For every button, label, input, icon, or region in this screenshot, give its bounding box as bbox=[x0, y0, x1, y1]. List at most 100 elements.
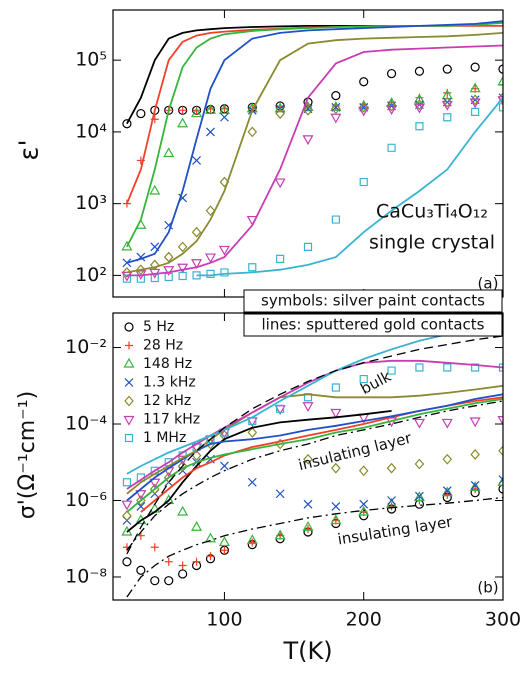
y-tick-label: 10⁻⁶ bbox=[65, 489, 107, 511]
data-point bbox=[192, 271, 201, 280]
data-point bbox=[178, 271, 187, 281]
data-point bbox=[248, 538, 257, 547]
plot-area bbox=[121, 20, 503, 283]
data-point bbox=[413, 103, 425, 114]
data-line bbox=[126, 393, 503, 502]
data-point bbox=[442, 64, 452, 74]
data-point bbox=[204, 532, 217, 543]
data-point bbox=[177, 460, 188, 472]
data-point bbox=[135, 490, 147, 500]
legend-marker bbox=[124, 378, 134, 387]
data-point bbox=[121, 500, 133, 511]
data-point bbox=[274, 529, 286, 540]
data-point bbox=[415, 491, 424, 501]
data-point bbox=[386, 68, 397, 79]
data-point bbox=[387, 502, 396, 511]
data-point bbox=[247, 477, 257, 487]
data-point bbox=[204, 104, 217, 114]
y-tick-label: 10⁻⁸ bbox=[65, 565, 107, 587]
data-point bbox=[470, 62, 480, 72]
data-point bbox=[414, 458, 425, 470]
data-point bbox=[246, 534, 258, 545]
data-point bbox=[359, 77, 369, 87]
data-point bbox=[498, 445, 503, 457]
data-point bbox=[274, 178, 286, 189]
legend-marker bbox=[124, 433, 134, 443]
data-point bbox=[387, 143, 396, 152]
data-point bbox=[164, 557, 173, 566]
data-point bbox=[191, 107, 203, 118]
data-point bbox=[164, 576, 174, 586]
legend-label: 1.3 kHz bbox=[143, 375, 196, 391]
data-point bbox=[303, 499, 313, 509]
data-point bbox=[191, 226, 202, 238]
data-point bbox=[276, 404, 285, 413]
annotation: CaCu₃Ti₄O₁₂ bbox=[376, 201, 488, 223]
data-line bbox=[126, 359, 503, 490]
data-point bbox=[331, 215, 340, 224]
data-point bbox=[220, 546, 229, 555]
data-point bbox=[331, 501, 341, 511]
data-point bbox=[469, 82, 481, 93]
data-point bbox=[441, 486, 453, 497]
data-point bbox=[413, 491, 425, 502]
data-point bbox=[443, 363, 452, 372]
data-point bbox=[149, 478, 161, 489]
data-point bbox=[413, 418, 425, 429]
note-box bbox=[243, 313, 503, 337]
data-point bbox=[358, 106, 370, 117]
data-point bbox=[442, 453, 453, 465]
data-point bbox=[386, 105, 398, 116]
data-point bbox=[442, 96, 453, 108]
data-point bbox=[220, 461, 229, 471]
data-point bbox=[136, 264, 146, 276]
panel: 10⁻⁸ 10⁻⁶ 10⁻⁴ 10⁻² 100 200 300 5 Hz 28 Hz 148 Hz… bbox=[65, 312, 521, 631]
panel: 10² 10³ 10⁴ 10⁵ bbox=[75, 9, 504, 298]
data-point bbox=[498, 103, 503, 112]
legend-marker bbox=[125, 341, 133, 350]
data-point bbox=[163, 251, 174, 263]
data-point bbox=[206, 127, 215, 137]
data-point bbox=[498, 64, 503, 74]
data-point bbox=[358, 505, 370, 516]
data-point bbox=[330, 113, 342, 124]
data-point bbox=[178, 561, 187, 570]
data-line bbox=[126, 44, 503, 277]
data-point bbox=[469, 481, 481, 492]
data-point bbox=[386, 100, 397, 112]
data-point bbox=[359, 499, 369, 509]
annotation: bulk bbox=[357, 367, 394, 398]
data-point bbox=[122, 478, 132, 487]
data-line bbox=[126, 400, 503, 551]
data-point bbox=[470, 94, 480, 106]
data-point bbox=[192, 156, 201, 165]
data-point bbox=[204, 253, 217, 264]
data-line bbox=[126, 323, 503, 475]
y-tick-label: 10² bbox=[75, 264, 107, 286]
data-point bbox=[164, 272, 173, 282]
data-point bbox=[415, 122, 424, 131]
data-point bbox=[387, 496, 396, 505]
data-line bbox=[126, 25, 392, 125]
data-point bbox=[386, 462, 397, 474]
panel-label: (a) bbox=[478, 275, 499, 293]
data-point bbox=[471, 484, 480, 493]
data-point bbox=[178, 106, 187, 115]
x-tick-label: 300 bbox=[485, 609, 521, 631]
data-point bbox=[136, 108, 146, 119]
data-line bbox=[126, 20, 503, 264]
data-point bbox=[498, 363, 503, 372]
data-point bbox=[330, 408, 342, 419]
data-point bbox=[469, 417, 481, 428]
data-point bbox=[177, 117, 189, 128]
data-point bbox=[441, 418, 453, 429]
data-point bbox=[122, 557, 132, 567]
plot-frame bbox=[112, 312, 504, 601]
data-point bbox=[358, 101, 369, 113]
data-point bbox=[206, 552, 215, 561]
data-point bbox=[247, 427, 258, 438]
data-point bbox=[330, 514, 342, 525]
legend-marker bbox=[123, 415, 135, 426]
data-point bbox=[302, 521, 314, 531]
data-point bbox=[191, 521, 203, 531]
